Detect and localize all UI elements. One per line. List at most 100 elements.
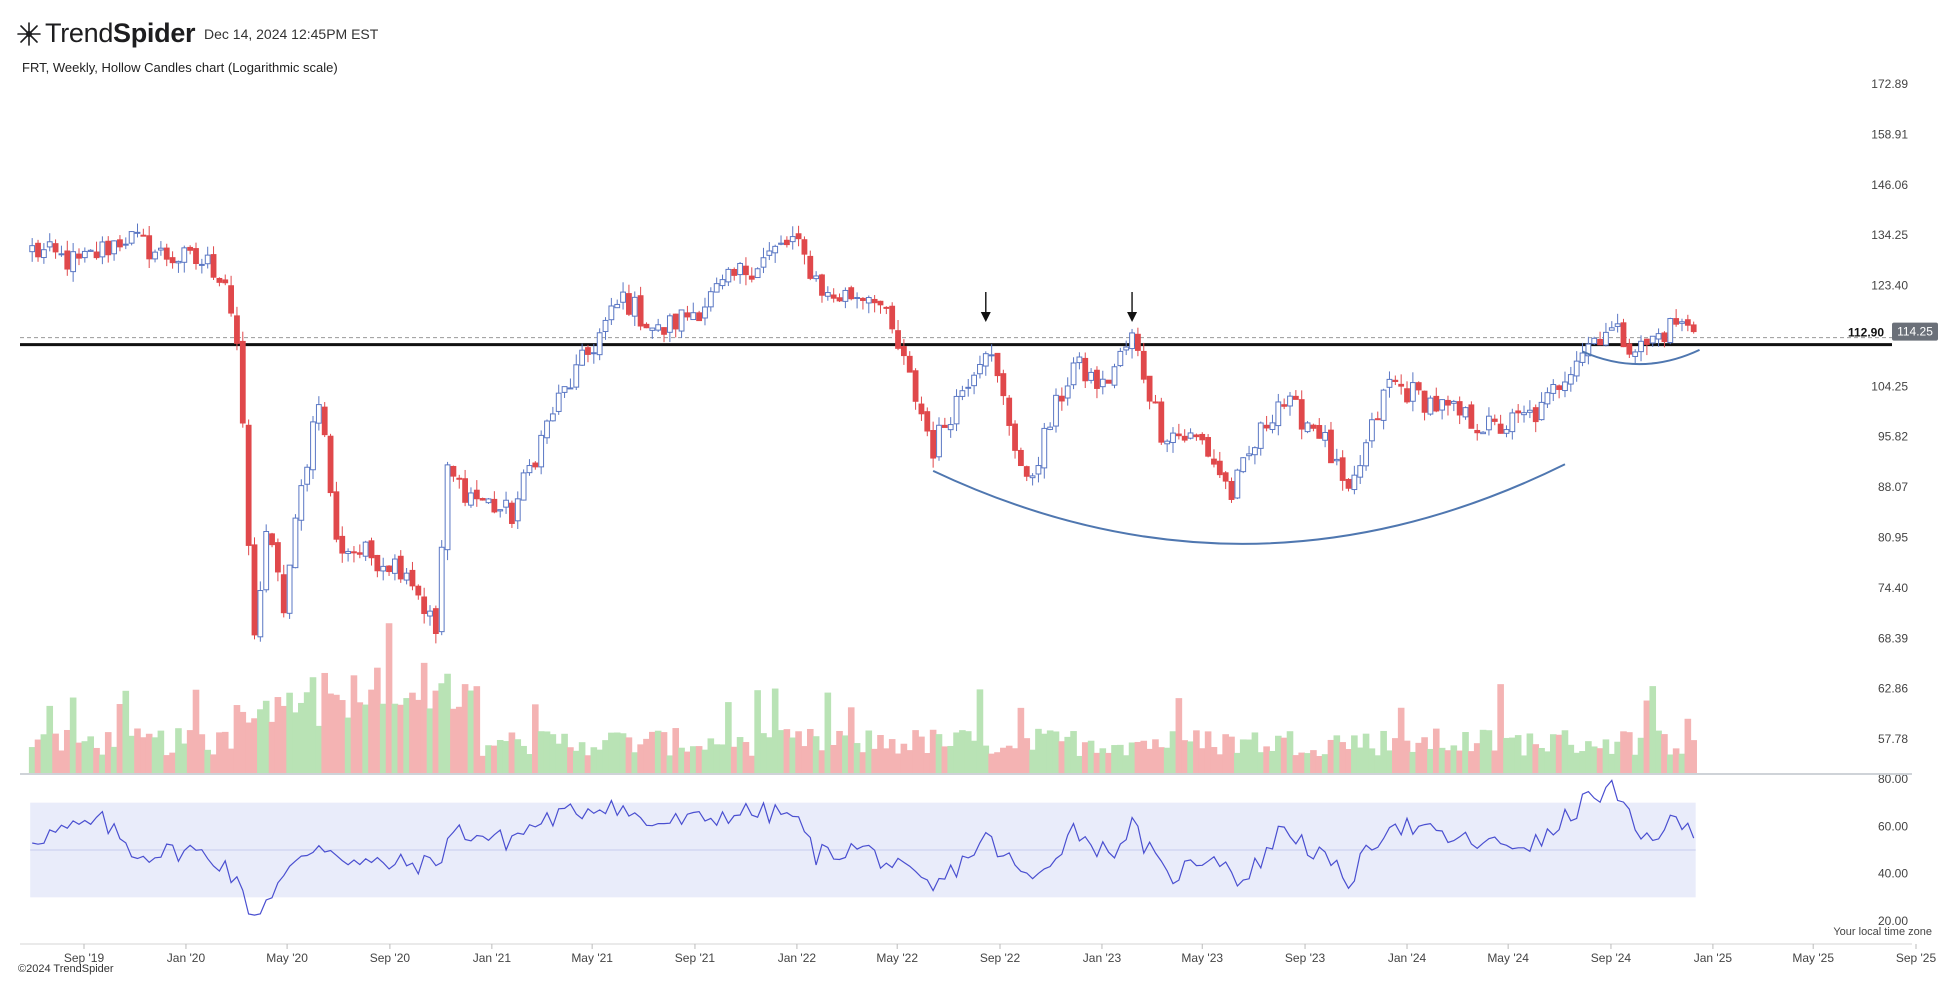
candle-body bbox=[239, 340, 246, 424]
candle bbox=[1474, 423, 1481, 441]
candle-body bbox=[544, 420, 550, 439]
candle-body bbox=[924, 411, 931, 432]
volume-bar bbox=[976, 689, 984, 774]
candle bbox=[579, 343, 586, 366]
candle bbox=[1000, 369, 1007, 405]
price-tick-label: 57.78 bbox=[1878, 732, 1908, 746]
volume-bar bbox=[801, 746, 808, 774]
volume-bar bbox=[1017, 707, 1025, 774]
candle bbox=[1591, 336, 1598, 345]
down-arrow-icon bbox=[980, 292, 991, 322]
volume-bar bbox=[75, 742, 83, 774]
volume-bar bbox=[1222, 734, 1229, 774]
volume-bar bbox=[1438, 747, 1446, 774]
candle bbox=[994, 352, 1001, 383]
candle-body bbox=[251, 544, 258, 636]
volume-bar bbox=[169, 752, 176, 774]
candle bbox=[1269, 414, 1276, 434]
volume-bar bbox=[286, 692, 293, 774]
candle-body bbox=[1094, 369, 1100, 389]
candle-body bbox=[1012, 423, 1018, 451]
volume-bar bbox=[1368, 748, 1376, 774]
volume-bar bbox=[1263, 746, 1270, 774]
price-tick-label: 172.89 bbox=[1871, 77, 1908, 91]
candle-body bbox=[1462, 407, 1469, 418]
time-tick-label: Sep '24 bbox=[1591, 951, 1632, 965]
candle bbox=[345, 548, 352, 562]
candle bbox=[1526, 400, 1533, 419]
candle bbox=[1661, 331, 1668, 348]
candle bbox=[1450, 399, 1457, 412]
candle bbox=[497, 509, 504, 518]
candle-body bbox=[912, 370, 919, 402]
volume-bar bbox=[163, 755, 171, 774]
volume-bar bbox=[140, 737, 147, 774]
volume-bar bbox=[812, 736, 820, 774]
candle-body bbox=[731, 269, 738, 276]
candle-body bbox=[895, 330, 901, 349]
rsi-tick-label: 60.00 bbox=[1878, 819, 1908, 833]
volume-bar bbox=[842, 735, 849, 774]
brand-name-light: Trend bbox=[45, 18, 114, 48]
candle bbox=[1521, 405, 1527, 423]
candle bbox=[988, 344, 995, 362]
candle-body bbox=[1608, 327, 1615, 331]
volume-bar bbox=[1362, 733, 1370, 774]
candle bbox=[1532, 404, 1539, 433]
candle bbox=[1427, 395, 1434, 416]
volume-bar bbox=[1585, 741, 1592, 774]
volume-bar bbox=[543, 731, 551, 774]
volume-bar bbox=[1181, 740, 1189, 774]
candle bbox=[187, 245, 194, 255]
volume-bar bbox=[1315, 755, 1323, 774]
candle bbox=[1082, 352, 1089, 389]
candle bbox=[204, 246, 211, 269]
volume-bar bbox=[344, 717, 352, 774]
candle-body bbox=[1409, 382, 1416, 402]
volume-bar bbox=[1409, 751, 1417, 774]
candle-body bbox=[128, 231, 135, 244]
candle-body bbox=[971, 374, 977, 387]
candle bbox=[953, 389, 960, 432]
volume-bar bbox=[87, 736, 94, 774]
candle-body bbox=[743, 265, 749, 276]
candle-body bbox=[1556, 385, 1563, 390]
volume-bar bbox=[1035, 728, 1042, 774]
horizontal-levels[interactable]: 112.90 114.25 bbox=[20, 322, 1938, 347]
candle bbox=[1550, 379, 1557, 402]
candle bbox=[655, 318, 662, 332]
candle bbox=[1673, 309, 1680, 327]
volume-bar bbox=[303, 692, 311, 774]
candle bbox=[1386, 371, 1393, 398]
volume-bar bbox=[894, 753, 902, 774]
candle-body bbox=[1445, 399, 1451, 406]
volume-bar bbox=[1579, 751, 1586, 774]
volume-bar bbox=[742, 742, 750, 774]
candle-body bbox=[64, 250, 71, 270]
candle-body bbox=[362, 541, 369, 557]
candle-body bbox=[1146, 375, 1153, 402]
volume-bar bbox=[625, 737, 633, 774]
volume-bar bbox=[1555, 734, 1563, 774]
candle bbox=[1187, 428, 1194, 440]
candle-body bbox=[772, 245, 779, 254]
volume-bar bbox=[379, 703, 387, 774]
candle bbox=[661, 327, 667, 343]
candle-body bbox=[1017, 449, 1024, 467]
volume-bar bbox=[1046, 730, 1054, 774]
candle-body bbox=[1076, 356, 1083, 364]
volume-bar bbox=[953, 732, 960, 774]
candle bbox=[1117, 347, 1124, 368]
candle-body bbox=[1456, 401, 1463, 416]
drawings[interactable] bbox=[932, 292, 1700, 545]
volume-bar bbox=[409, 692, 416, 774]
candle bbox=[924, 407, 931, 437]
candle bbox=[941, 417, 948, 428]
candle-body bbox=[1228, 480, 1235, 500]
volume-bar bbox=[643, 738, 650, 774]
candle bbox=[1135, 327, 1141, 357]
volume-bar bbox=[1122, 755, 1130, 774]
volume-bar bbox=[783, 729, 791, 774]
candle-body bbox=[509, 502, 515, 524]
